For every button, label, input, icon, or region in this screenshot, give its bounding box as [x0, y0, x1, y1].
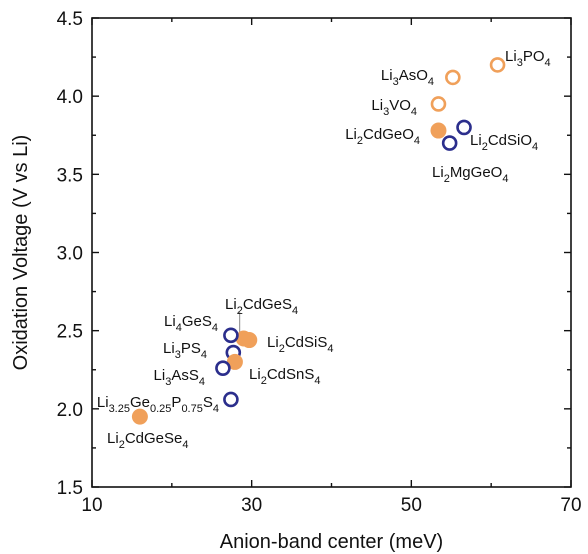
data-point	[441, 135, 458, 151]
y-tick-label: 1.5	[57, 478, 83, 499]
plot-frame	[91, 17, 572, 488]
y-tick-label: 3.5	[57, 165, 83, 186]
point-label: Li2MgGeO4	[432, 164, 508, 185]
point-label: Li2CdGeSe4	[107, 430, 188, 451]
data-point	[489, 57, 506, 73]
x-axis-title: Anion-band center (meV)	[220, 531, 443, 553]
point-label: Li4GeS4	[164, 313, 218, 334]
y-tick-label: 2.0	[57, 400, 83, 421]
y-tick-label: 4.0	[57, 87, 83, 108]
point-label: Li3PO4	[505, 48, 551, 69]
data-point	[223, 391, 239, 408]
point-label: Li3.25Ge0.25P0.75S4	[97, 394, 219, 415]
x-tick-label: 30	[241, 495, 262, 516]
point-label: Li2CdGeO4	[345, 126, 420, 147]
data-points	[131, 57, 506, 425]
x-tick-label: 50	[401, 495, 422, 516]
data-point	[430, 122, 447, 139]
x-tick-label: 10	[81, 495, 102, 516]
data-point	[456, 119, 472, 136]
x-tick-label: 70	[560, 495, 581, 516]
y-axis-title: Oxidation Voltage (V vs Li)	[10, 135, 32, 371]
point-label: Li2CdGeS4	[225, 296, 298, 317]
point-label: Li3PS4	[163, 340, 207, 361]
point-label: Li2CdSnS4	[249, 366, 320, 387]
y-tick-label: 2.5	[57, 322, 83, 343]
point-labels: Li3PO4 Li3AsO4 Li3VO4 Li2CdSiO4 Li2CdGeO4 Li2…	[97, 48, 551, 451]
data-point	[131, 408, 148, 425]
y-tick-label: 3.0	[57, 244, 83, 265]
data-point	[241, 332, 258, 349]
axes: 10 30 50 70 1.5 2.0 2.5 3.0 3.5 4.0 4.5	[57, 9, 582, 516]
data-point	[215, 360, 231, 376]
point-label: Li2CdSiS4	[267, 334, 333, 355]
y-tick-label: 4.5	[57, 9, 83, 30]
point-label: Li3AsO4	[381, 67, 434, 88]
point-label: Li3VO4	[371, 97, 417, 118]
data-point	[430, 96, 447, 112]
data-point	[223, 327, 239, 344]
data-point	[445, 69, 461, 86]
point-label: Li3AsS4	[154, 367, 205, 388]
point-label: Li2CdSiO4	[470, 132, 538, 153]
data-point	[226, 353, 243, 370]
